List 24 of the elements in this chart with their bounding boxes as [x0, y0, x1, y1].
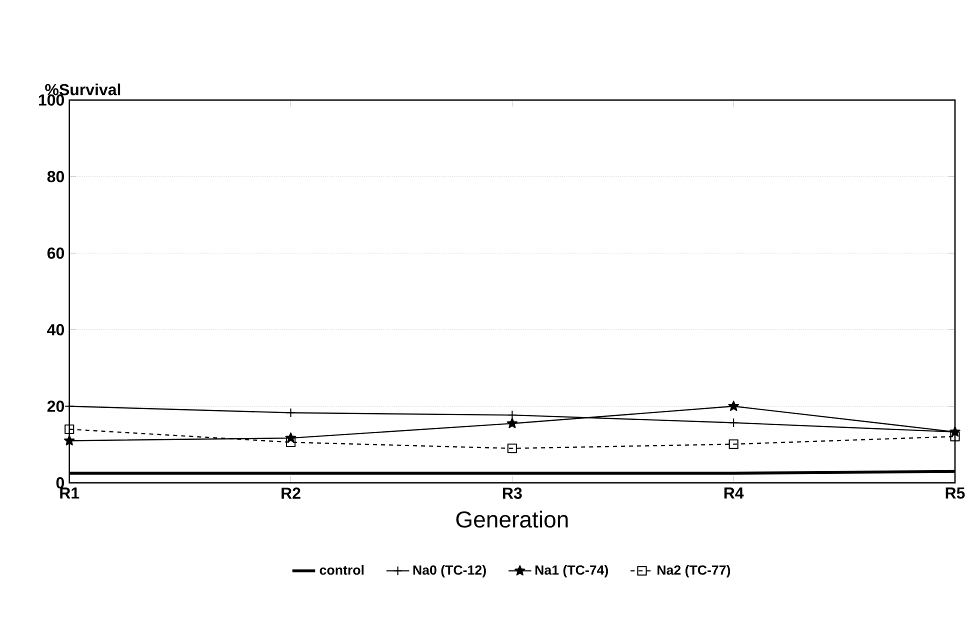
point — [286, 438, 296, 448]
legend-label: Na0 (TC-12) — [413, 565, 486, 578]
y-tick-label: 100 — [38, 94, 64, 106]
y-tick-label: 40 — [47, 324, 64, 336]
y-tick-label: 20 — [47, 400, 64, 412]
legend-label: control — [320, 565, 364, 575]
point — [728, 400, 739, 412]
point — [728, 440, 738, 450]
legend-label: Na2 (TC-77) — [658, 565, 730, 578]
y-tick-label: 60 — [47, 248, 64, 260]
x-tick-label: R3 — [503, 488, 522, 500]
y-tick-label: 80 — [47, 171, 64, 182]
point — [64, 424, 74, 434]
x-tick-label: R2 — [282, 488, 300, 499]
point — [507, 444, 517, 454]
y-axis-title: %Survival — [45, 84, 120, 96]
y-tick-label: 0 — [56, 477, 64, 489]
x-axis-title: Generation — [456, 510, 568, 528]
x-tick-label: R4 — [724, 488, 744, 499]
x-tick-label: R1 — [60, 488, 80, 499]
x-tick-label: R5 — [946, 488, 965, 499]
point — [64, 435, 75, 446]
legend-label: Na1 (TC-74) — [535, 565, 608, 578]
point — [506, 418, 518, 428]
